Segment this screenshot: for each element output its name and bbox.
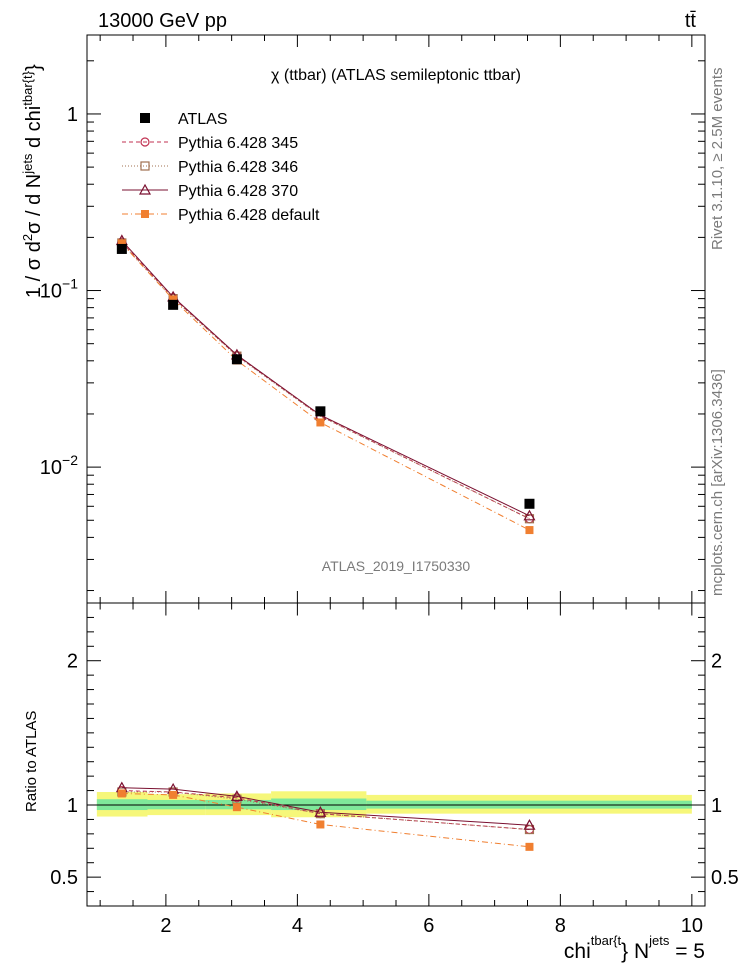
x-tick-label: 4	[292, 915, 303, 937]
ratio-point-pdef	[316, 820, 325, 829]
analysis-watermark: ATLAS_2019_I1750330	[322, 558, 471, 574]
point-atlas	[231, 354, 242, 365]
ratio-y-axis-label: Ratio to ATLAS	[23, 711, 40, 812]
legend-marker-p345	[140, 137, 150, 147]
mcplots-source-label: mcplots.cern.ch [arXiv:1306.3436]	[709, 369, 726, 596]
x-tick-label: 10	[681, 915, 703, 937]
legend-item-p346: Pythia 6.428 346	[122, 159, 298, 176]
point-pdef	[525, 526, 534, 535]
ratio-tick-label-left: 0.5	[50, 867, 78, 889]
ratio-uncertainty-bands	[96, 791, 692, 818]
legend-item-p370: Pythia 6.428 370	[122, 183, 298, 200]
legend-label-pdef: Pythia 6.428 default	[178, 207, 320, 224]
ratio-point-p370	[314, 805, 327, 817]
axis-ticks	[87, 35, 705, 907]
legend-marker-atlas	[140, 113, 150, 123]
series-line-pdef	[121, 243, 530, 531]
main-series-group	[115, 234, 536, 535]
header-process-label: tt̄	[685, 10, 697, 32]
chart-title: χ (ttbar) (ATLAS semileptonic ttbar)	[271, 67, 521, 84]
ratio-tick-label-left: 2	[67, 651, 78, 673]
legend-label-atlas: ATLAS	[178, 111, 228, 128]
point-pdef	[316, 418, 325, 427]
legend-label-p346: Pythia 6.428 346	[178, 159, 298, 176]
rivet-version-label: Rivet 3.1.10, ≥ 2.5M events	[709, 68, 726, 251]
series-line-p345	[121, 241, 530, 520]
ratio-point-p370	[523, 818, 536, 830]
ratio-point-pdef	[525, 842, 534, 851]
y-axis-label: 1 / σ d2σ / d Njets d chitbar{t}}	[20, 64, 45, 298]
ratio-point-p370	[230, 790, 243, 801]
legend-marker-pdef	[141, 210, 149, 218]
legend-item-pdef: Pythia 6.428 default	[122, 207, 320, 224]
legend-marker-p346	[140, 161, 150, 171]
y-tick-label: 1	[67, 104, 78, 126]
header-energy-label: 13000 GeV pp	[98, 10, 227, 32]
ratio-plot-frame	[86, 602, 706, 907]
point-p370	[523, 509, 536, 521]
legend-item-p345: Pythia 6.428 345	[122, 135, 298, 152]
legend-label-p345: Pythia 6.428 345	[178, 135, 298, 152]
ratio-band-green	[271, 798, 367, 811]
ratio-point-pdef	[232, 803, 241, 812]
legend-label-p370: Pythia 6.428 370	[178, 183, 298, 200]
ratio-line-p346	[121, 791, 530, 831]
point-atlas	[168, 299, 179, 310]
point-atlas	[315, 406, 326, 417]
legend: ATLAS Pythia 6.428 345 Pythia 6.428 346 Pyt…	[122, 111, 320, 224]
ratio-line-p370	[121, 787, 530, 826]
x-axis-label: chitbar{t} Njets = 5	[564, 933, 705, 963]
ratio-series-group	[115, 781, 536, 851]
ratio-tick-label-right: 0.5	[711, 867, 739, 889]
point-atlas	[116, 243, 127, 254]
x-tick-label: 6	[423, 915, 434, 937]
ratio-point-pdef	[169, 790, 178, 799]
point-pdef	[117, 239, 126, 248]
series-line-p346	[121, 242, 530, 520]
point-pdef	[169, 295, 178, 304]
x-tick-label: 8	[555, 915, 566, 937]
ratio-point-pdef	[117, 789, 126, 798]
y-tick-label: 10−1	[40, 276, 78, 303]
legend-item-atlas: ATLAS	[140, 111, 228, 128]
legend-marker-p370	[138, 183, 152, 195]
ratio-line-p345	[121, 790, 530, 831]
ratio-tick-label-left: 1	[67, 795, 78, 817]
y-tick-label: 10−2	[40, 452, 78, 479]
series-line-p370	[121, 240, 530, 517]
ratio-tick-label-right: 1	[711, 795, 722, 817]
point-atlas	[524, 498, 535, 509]
axis-tick-labels: 2 4 6 8 10 10−2 10−1 1 0.5 0.5 1 1 2 2	[40, 104, 739, 937]
x-tick-label: 2	[160, 915, 171, 937]
ratio-tick-label-right: 2	[711, 651, 722, 673]
